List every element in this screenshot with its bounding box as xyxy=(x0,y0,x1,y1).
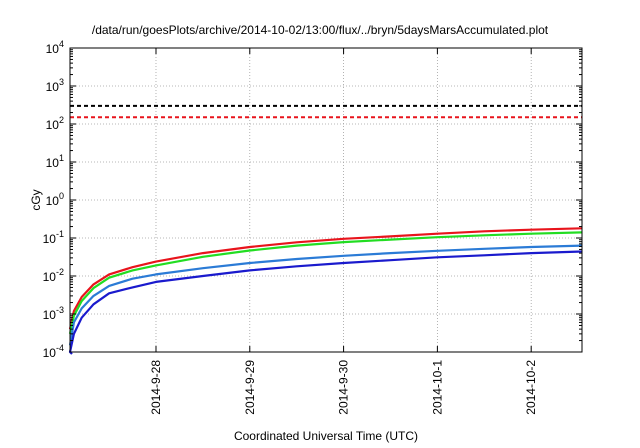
x-tick-label: 2014-9-30 xyxy=(337,360,351,415)
reference-lines xyxy=(70,104,582,119)
x-tick-label: 2014-9-28 xyxy=(149,360,163,415)
series-line xyxy=(68,227,583,330)
y-tick-label: 10-1 xyxy=(43,229,64,246)
y-tick-label: 10-2 xyxy=(43,267,64,284)
x-tick-label: 2014-10-2 xyxy=(524,360,538,415)
y-tick-label: 100 xyxy=(46,191,64,208)
y-tick-label: 103 xyxy=(46,77,64,94)
y-tick-label: 104 xyxy=(46,39,64,56)
chart-title: /data/run/goesPlots/archive/2014-10-02/1… xyxy=(92,23,549,37)
x-tick-label: 2014-9-29 xyxy=(243,360,257,415)
y-axis: 10-4 10-3 10-2 10-1 100 101 102 103 104 xyxy=(43,39,582,360)
series-line xyxy=(68,244,583,346)
grid xyxy=(70,48,582,352)
y-tick-label: 101 xyxy=(46,153,64,170)
series-lines xyxy=(68,227,583,355)
y-tick-label: 102 xyxy=(46,115,64,132)
x-tick-label: 2014-10-1 xyxy=(430,360,444,415)
y-tick-label: 10-4 xyxy=(43,343,64,360)
x-axis-label: Coordinated Universal Time (UTC) xyxy=(234,429,418,443)
y-tick-label: 10-3 xyxy=(43,305,64,322)
x-axis: 2014-9-28 2014-9-29 2014-9-30 2014-10-1 2014… xyxy=(149,48,538,415)
series-line xyxy=(68,231,583,335)
series-line xyxy=(68,250,583,355)
y-axis-label: cGy xyxy=(29,189,43,210)
